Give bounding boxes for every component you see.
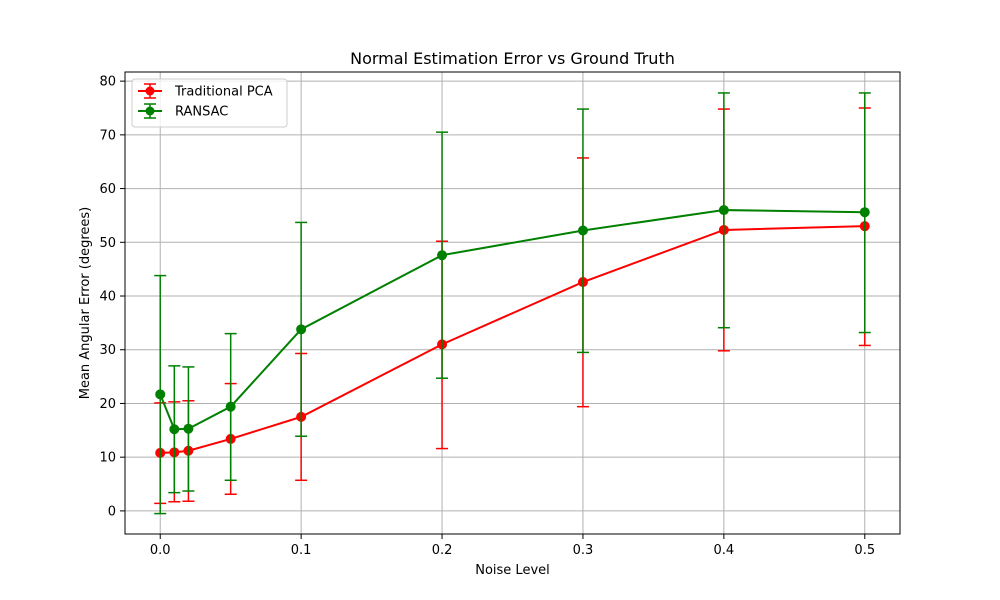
legend-marker (145, 106, 155, 116)
series-ransac (154, 92, 871, 515)
plot-area-frame (124, 71, 901, 535)
y-tick-label: 10 (99, 451, 116, 466)
data-point (859, 207, 870, 218)
data-point (437, 250, 448, 261)
data-point (225, 401, 236, 412)
series-layer (154, 92, 871, 515)
y-tick-label: 50 (99, 236, 116, 251)
data-point (169, 424, 180, 435)
data-point (296, 324, 307, 335)
data-point (183, 423, 194, 434)
y-tick-label: 80 (99, 75, 116, 90)
y-tick-label: 60 (99, 182, 116, 197)
y-axis-title: Mean Angular Error (degrees) (78, 207, 93, 400)
x-tick-label: 0.1 (291, 543, 312, 558)
x-tick-label: 0.2 (432, 543, 453, 558)
y-tick-label: 40 (99, 290, 116, 305)
y-tick-label: 30 (99, 343, 116, 358)
chart-title: Normal Estimation Error vs Ground Truth (350, 49, 675, 68)
data-point (577, 225, 588, 236)
data-point (718, 205, 729, 216)
data-point (155, 389, 166, 400)
x-axis-title: Noise Level (475, 563, 550, 578)
legend-box (131, 78, 288, 128)
y-tick-label: 70 (99, 128, 116, 143)
x-tick-label: 0.5 (854, 543, 875, 558)
axis-ticks: 0.0 0.1 0.2 0.3 0.4 0.5 0 10 20 30 40 50 60 70 80 (99, 75, 875, 558)
y-tick-label: 20 (99, 397, 116, 412)
y-tick-label: 0 (108, 504, 116, 519)
legend-label: RANSAC (175, 105, 228, 120)
legend-marker (145, 86, 155, 96)
x-tick-label: 0.0 (150, 543, 171, 558)
legend: Traditional PCA RANSAC (131, 78, 288, 128)
x-tick-label: 0.4 (714, 543, 735, 558)
legend-label: Traditional PCA (174, 85, 273, 100)
x-tick-label: 0.3 (573, 543, 594, 558)
